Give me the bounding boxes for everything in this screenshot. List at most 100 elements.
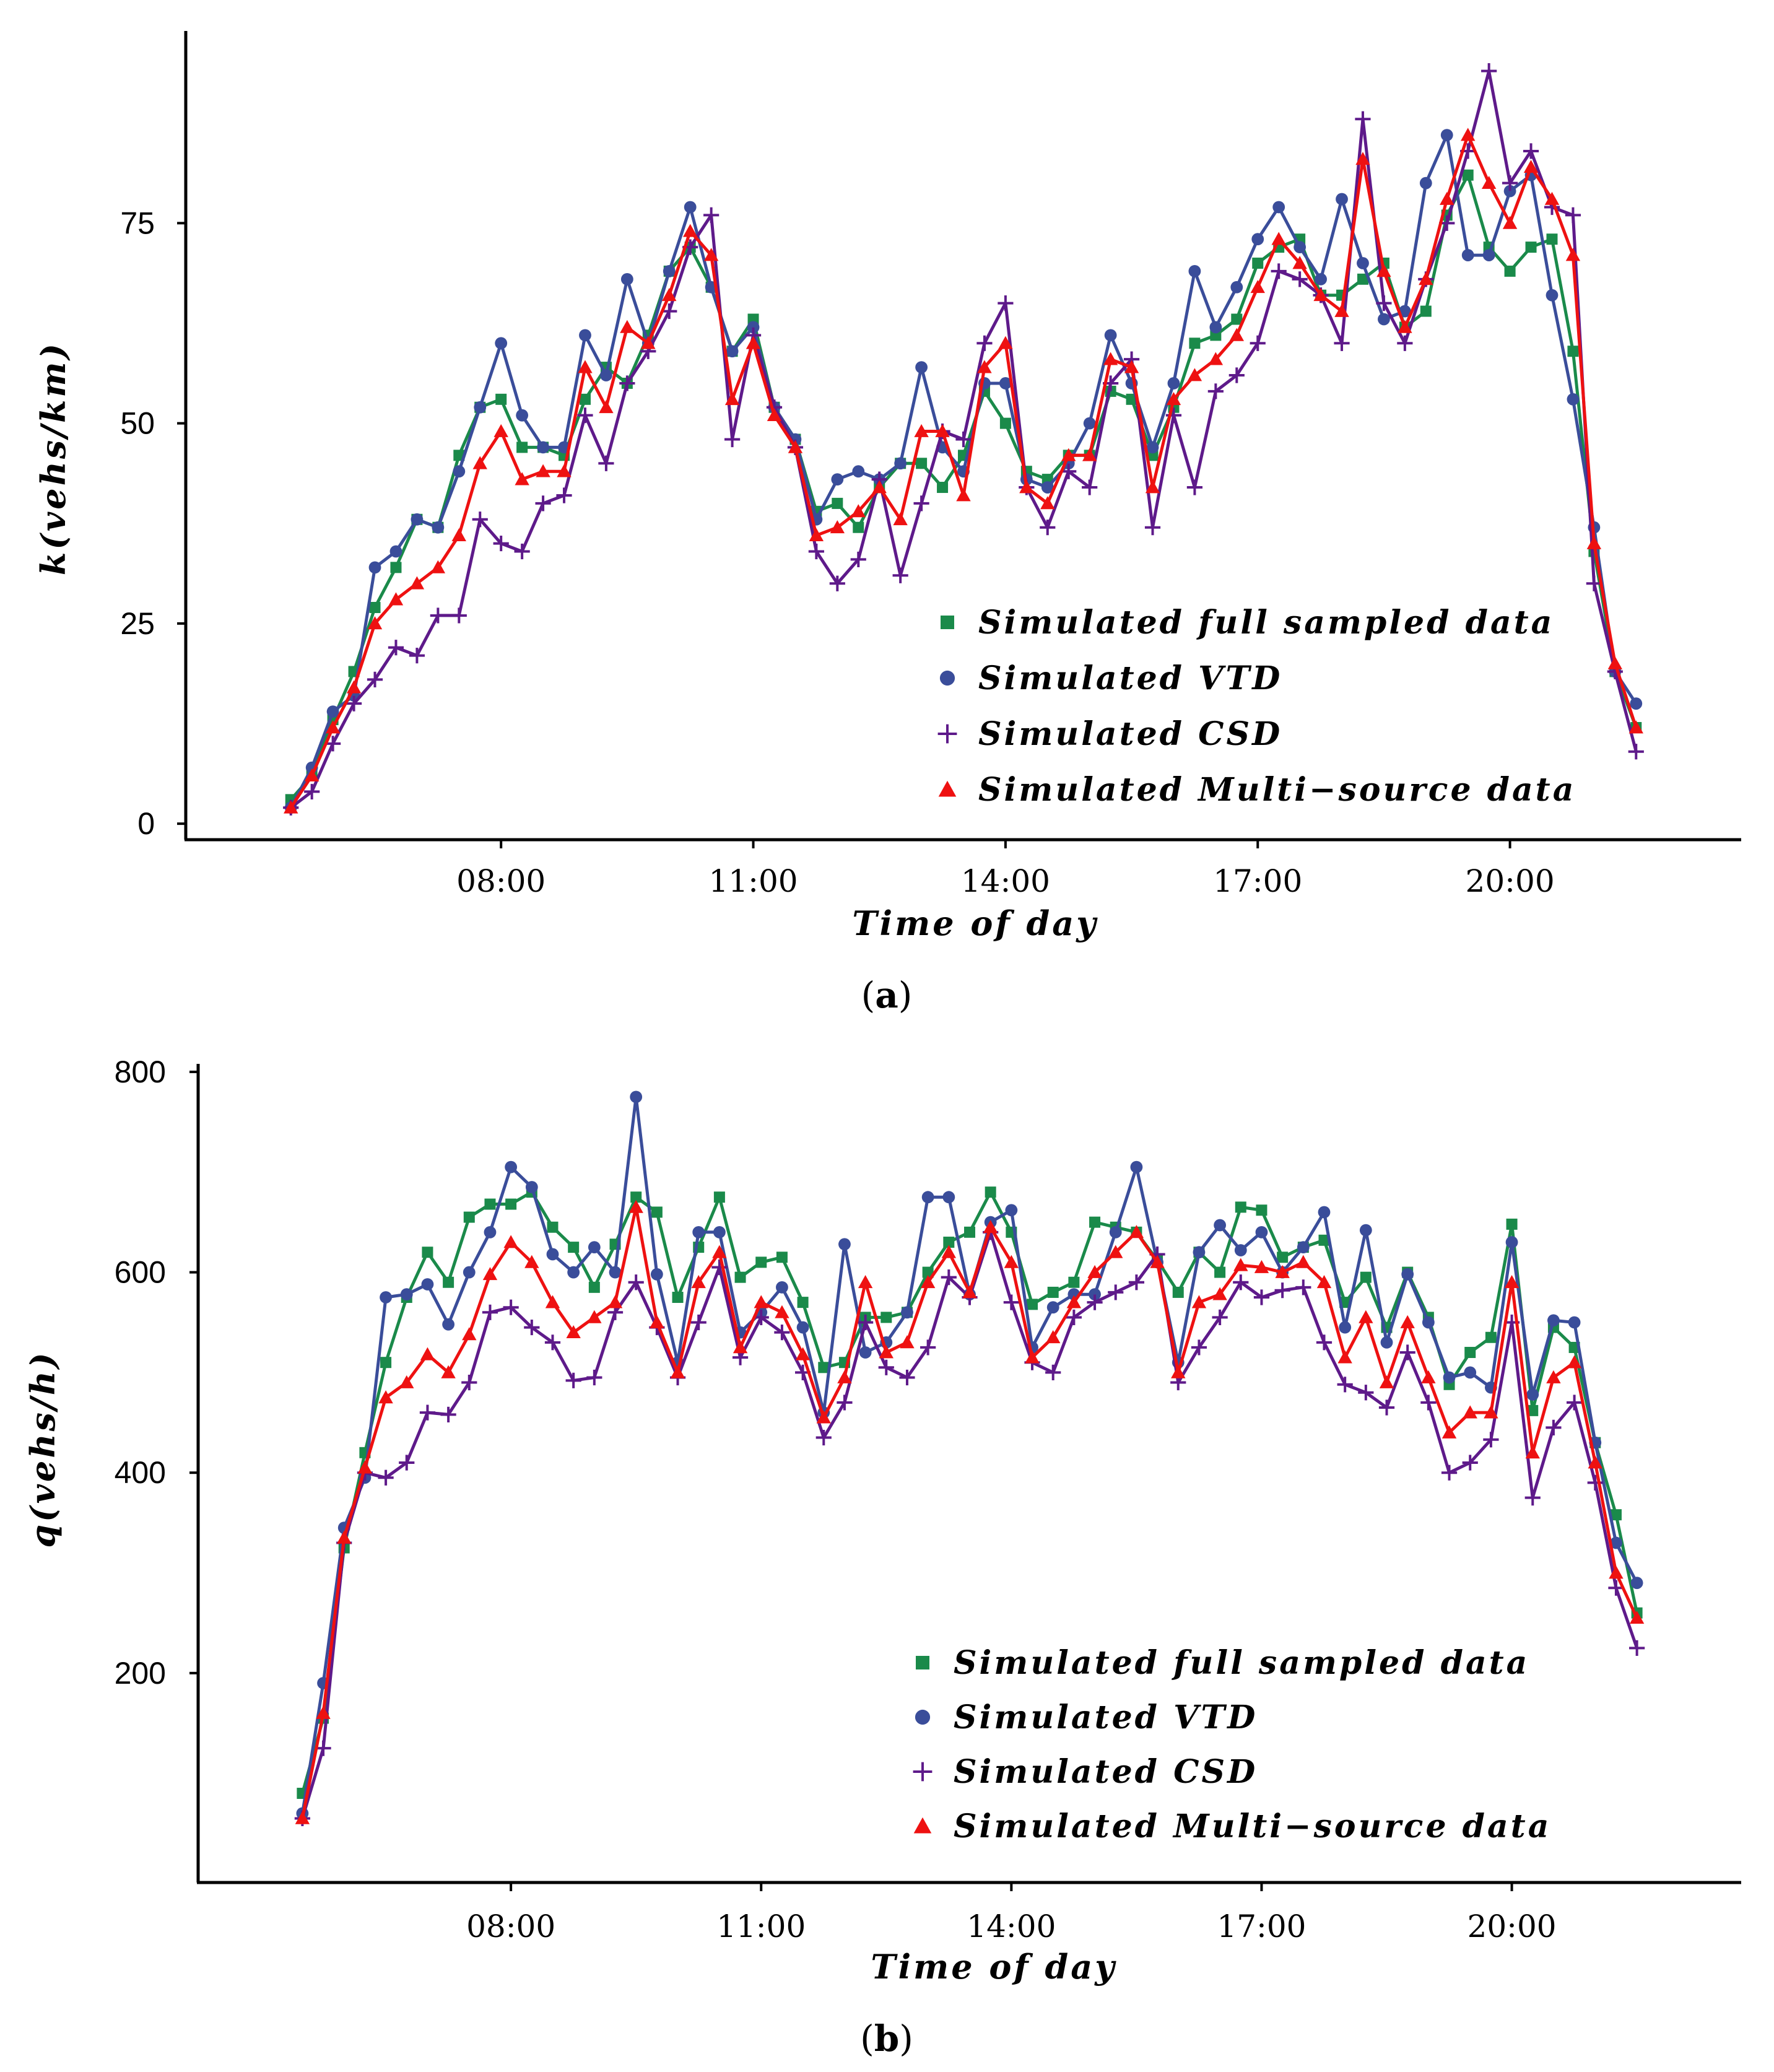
chart-b-series-csd-point-51	[1358, 1385, 1374, 1401]
chart-b-series-vtd-point-61	[1568, 1316, 1581, 1329]
chart-a-series-multi-point-7	[430, 560, 446, 573]
chart-b-series-multi-point-8	[462, 1327, 477, 1341]
chart-a-series-csd-point-3	[346, 695, 362, 712]
chart-a-series-full-point-51	[1357, 273, 1368, 285]
chart-b-series-vtd-point-51	[1359, 1224, 1372, 1237]
chart-a-legend-label-csd: Simulated CSD	[978, 715, 1282, 753]
chart-a-series-multi-point-28	[872, 480, 887, 494]
chart-b-series-vtd-point-31	[942, 1191, 955, 1204]
chart-a-series-multi-point-23	[767, 407, 782, 422]
chart-a-series-full-point-26	[832, 497, 843, 509]
chart-b-series-csd-point-36	[1045, 1364, 1061, 1380]
chart-b-series-full-point-33	[985, 1186, 996, 1198]
chart-b-series-multi-point-20	[712, 1245, 727, 1258]
chart-a-series-vtd-point-49	[1315, 272, 1327, 285]
chart-b-series-multi-point-28	[879, 1345, 894, 1359]
chart-b-series-multi-point-41	[1150, 1255, 1165, 1268]
chart-a-series-csd-point-21	[724, 431, 741, 448]
chart-b-series-multi-point-33	[983, 1220, 998, 1234]
chart-a-series-multi-point-17	[641, 336, 656, 349]
chart-b-series-multi-point-56	[1463, 1405, 1477, 1419]
chart-b-series-multi-point-3	[357, 1460, 373, 1474]
chart-b-series-multi-point-14	[587, 1310, 602, 1323]
chart-b-ytick-label-3: 800	[115, 1055, 166, 1089]
chart-b-series-multi-point-19	[691, 1275, 706, 1289]
chart-a-series-vtd-point-51	[1357, 257, 1369, 269]
chart-b-series-csd-point-37	[1066, 1309, 1082, 1325]
chart-a-series-multi-point-53	[1398, 320, 1412, 333]
chart-a-series-full-point-54	[1420, 305, 1432, 317]
chart-a-series-full-point-11	[516, 442, 528, 453]
chart-a-series-csd-point-47	[1271, 263, 1287, 279]
chart-b-series-multi-point-57	[1484, 1405, 1498, 1419]
chart-b-series-full-point-47	[1277, 1251, 1289, 1263]
chart-b-series-vtd-point-59	[1526, 1388, 1539, 1401]
chart-b-series-multi-point-16	[628, 1199, 643, 1213]
chart-a-series-csd-point-10	[493, 535, 509, 552]
chart-a-series-vtd-point-29	[894, 457, 907, 470]
chart-a-series-full-point-60	[1546, 233, 1558, 245]
chart-b-series-csd-point-45	[1233, 1274, 1249, 1291]
chart-b-series-vtd-point-58	[1505, 1236, 1518, 1248]
chart-a-series-full-point-46	[1252, 257, 1264, 269]
chart-a-series-multi-point-21	[724, 392, 740, 406]
chart-b-series-full-point-49	[1318, 1234, 1330, 1246]
chart-a-legend: Simulated full sampled data Simulated VTD…	[937, 604, 1573, 809]
chart-a-series-csd-point-57	[1481, 63, 1497, 79]
chart-a-series-multi-point-25	[809, 528, 824, 541]
chart-b-series-vtd-point-52	[1380, 1336, 1393, 1349]
chart-a-series-vtd-point-42	[1167, 377, 1180, 390]
chart-b-series-multi-point-2	[337, 1530, 352, 1544]
chart-b-series-vtd-point-55	[1443, 1371, 1456, 1384]
chart-b-series-csd-point-60	[1546, 1419, 1562, 1435]
chart-a-legend-label-full: Simulated full sampled data	[978, 604, 1554, 642]
chart-a-series-multi-point-55	[1440, 191, 1454, 205]
chart-a-series-multi-point-35	[1019, 480, 1034, 494]
chart-b-series-multi-point-59	[1525, 1445, 1540, 1459]
chart-a-series-multi-point-34	[998, 336, 1013, 349]
chart-b-series-multi-point-37	[1066, 1295, 1082, 1308]
chart-b-series-full-point-7	[443, 1276, 454, 1288]
chart-b-series-csd-point-9	[482, 1304, 498, 1320]
chart-b-series-csd-point-50	[1337, 1377, 1353, 1393]
chart-a-series-csd-point-11	[514, 543, 530, 560]
chart-b-series-full-point-32	[964, 1226, 975, 1238]
chart-b-series-csd-point-46	[1253, 1289, 1270, 1305]
chart-a-series-csd-point-26	[829, 575, 845, 591]
chart-b-series-multi-point-6	[420, 1347, 435, 1360]
chart-b-series-vtd-point-60	[1547, 1314, 1560, 1327]
chart-a-series-vtd-point-8	[453, 465, 466, 478]
chart-a-series-vtd-point-10	[495, 337, 508, 350]
chart-a-series-vtd-point-38	[1083, 417, 1096, 430]
chart-b-series-multi-point-46	[1254, 1260, 1269, 1273]
chart-a-series-full-point-4	[369, 602, 381, 614]
chart-a-series-full-point-61	[1567, 346, 1579, 357]
chart-a-series-csd-point-15	[598, 455, 614, 471]
chart-a-series-full-point-10	[495, 393, 507, 405]
chart-a-series-csd-point-52	[1376, 295, 1392, 311]
chart-b-series-csd-point-6	[419, 1404, 436, 1421]
chart-a-series-multi-point-20	[703, 248, 719, 261]
chart-b-series-multi-point-54	[1421, 1370, 1436, 1383]
chart-a-series-vtd-point-60	[1546, 289, 1559, 302]
chart-b-series-csd-point-7	[440, 1406, 456, 1422]
chart-b-series-full-point-18	[672, 1292, 684, 1304]
chart-b-series-full-point-25	[818, 1362, 830, 1373]
chart-b-series-vtd-point-17	[650, 1268, 663, 1281]
chart-b-series-multi-point-35	[1025, 1350, 1040, 1364]
chart-a-series-vtd-point-39	[1104, 329, 1117, 342]
chart-b-series-csd-point-23	[774, 1325, 790, 1341]
chart-b-series-full-point-44	[1214, 1266, 1226, 1278]
chart-a-series-multi-point-9	[472, 456, 487, 469]
chart-a-series-csd-point-36	[1040, 520, 1056, 536]
chart-b-series-csd-point-28	[878, 1359, 894, 1375]
chart-a-series-csd-point-38	[1082, 479, 1098, 495]
chart-b-xtick-label-3: 17:00	[1217, 1909, 1306, 1944]
chart-b-legend-marker-full	[916, 1656, 929, 1669]
chart-a-series-multi-point-51	[1355, 152, 1370, 165]
chart-a-series-vtd-point-14	[579, 329, 591, 342]
chart-a-series-multi-point-42	[1166, 392, 1181, 406]
chart-b-xtick-label-0: 08:00	[466, 1909, 555, 1944]
chart-b-series-vtd-point-20	[713, 1225, 726, 1238]
chart-b-series-csd-point-19	[690, 1314, 707, 1331]
